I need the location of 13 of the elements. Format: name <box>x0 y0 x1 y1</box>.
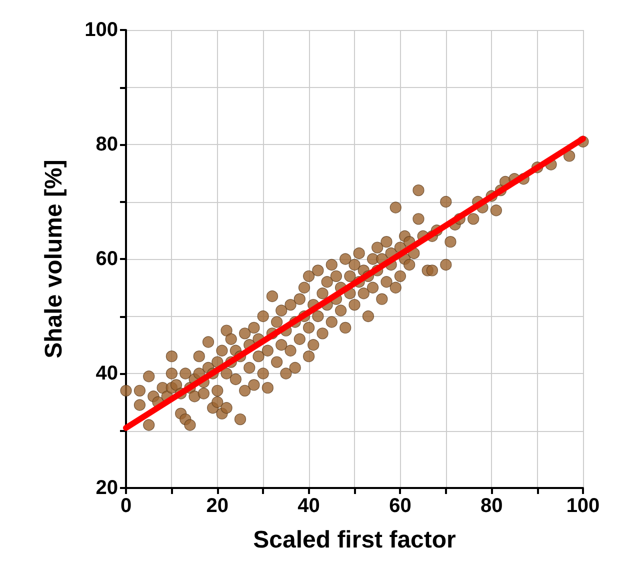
x-tick-label: 60 <box>389 495 412 517</box>
y-tick-label: 100 <box>84 19 118 41</box>
y-tick-label: 40 <box>96 362 118 384</box>
x-tick-label: 100 <box>566 495 600 517</box>
x-tick-label: 40 <box>298 495 320 517</box>
y-tick-label: 20 <box>96 477 118 499</box>
x-tick-label: 80 <box>480 495 503 517</box>
y-tick-label: 80 <box>96 134 118 156</box>
x-tick-label: 20 <box>206 495 229 517</box>
x-tick-label: 0 <box>120 495 132 517</box>
x-axis-title: Scaled first factor <box>253 526 456 554</box>
y-tick-label: 60 <box>96 248 118 270</box>
y-axis-title: Shale volume [%] <box>40 160 68 358</box>
